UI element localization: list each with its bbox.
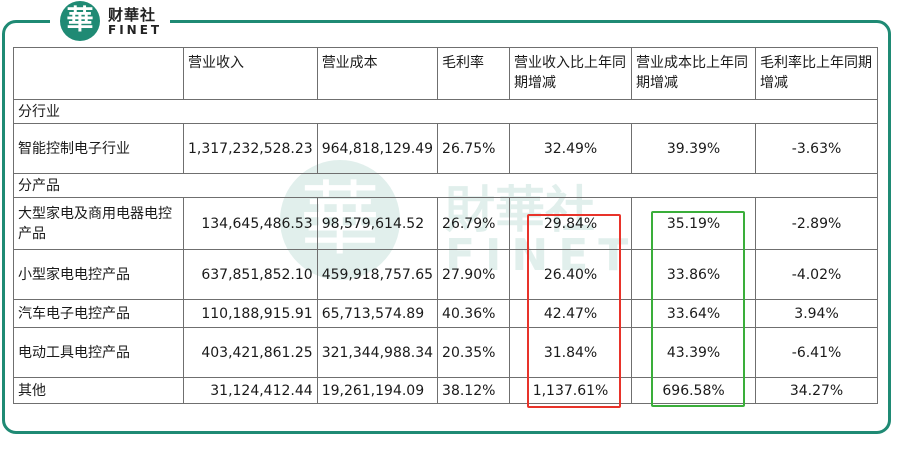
cell-margin: 27.90% <box>437 249 511 300</box>
section-row: 分行业 <box>12 99 879 124</box>
header-margin-change: 毛利率比上年同期增减 <box>755 47 879 100</box>
header-cost: 营业成本 <box>316 47 439 100</box>
cell-revenue: 31,124,412.44 <box>183 377 318 404</box>
cell-margin-change: -6.41% <box>755 327 879 378</box>
cell-margin: 20.35% <box>437 327 511 378</box>
table-row: 智能控制电子行业 1,317,232,528.23 964,818,129.49… <box>13 123 879 174</box>
cell-revenue-change: 31.84% <box>509 327 633 378</box>
cell-revenue: 637,851,852.10 <box>183 249 318 300</box>
header-revenue: 营业收入 <box>183 47 318 100</box>
cell-margin-change: 3.94% <box>755 299 879 328</box>
revenue-cost-table: 营业收入 营业成本 毛利率 营业收入比上年同期增减 营业成本比上年同期增减 毛利… <box>12 47 879 404</box>
cell-revenue: 110,188,915.91 <box>183 299 318 328</box>
cell-cost: 321,344,988.34 <box>316 327 439 378</box>
table-row: 电动工具电控产品 403,421,861.25 321,344,988.34 2… <box>13 327 879 378</box>
logo-text-en: FINET <box>108 23 163 37</box>
cell-cost: 964,818,129.49 <box>316 123 439 174</box>
revenue-change-highlight-box <box>527 214 621 408</box>
table-row: 其他 31,124,412.44 19,261,194.09 38.12% 1,… <box>13 377 879 404</box>
header-row: 营业收入 营业成本 毛利率 营业收入比上年同期增减 营业成本比上年同期增减 毛利… <box>13 47 879 100</box>
cell-margin-change: -3.63% <box>755 123 879 174</box>
cell-margin: 40.36% <box>437 299 511 328</box>
row-name: 电动工具电控产品 <box>13 327 184 378</box>
row-name: 其他 <box>13 377 184 404</box>
row-name: 汽车电子电控产品 <box>13 299 184 328</box>
cell-revenue: 134,645,486.53 <box>183 197 318 250</box>
cell-margin-change: -4.02% <box>755 249 879 300</box>
cost-change-highlight-box <box>651 211 745 407</box>
table-row: 汽车电子电控产品 110,188,915.91 65,713,574.89 40… <box>13 299 879 328</box>
header-cost-change: 营业成本比上年同期增减 <box>631 47 757 100</box>
section-label-industry: 分行业 <box>12 99 879 124</box>
header-blank <box>13 47 184 100</box>
table-row: 大型家电及商用电器电控产品 134,645,486.53 98,579,614.… <box>13 197 879 250</box>
cell-revenue: 403,421,861.25 <box>183 327 318 378</box>
header-margin: 毛利率 <box>437 47 511 100</box>
cell-margin-change: 34.27% <box>755 377 879 404</box>
cell-revenue-change: 1,137.61% <box>509 377 633 404</box>
row-name: 大型家电及商用电器电控产品 <box>13 197 184 250</box>
cell-cost: 19,261,194.09 <box>316 377 439 404</box>
cell-cost: 65,713,574.89 <box>316 299 439 328</box>
section-label-product: 分产品 <box>12 173 879 198</box>
cell-margin-change: -2.89% <box>755 197 879 250</box>
cell-cost-change: 39.39% <box>631 123 757 174</box>
cell-revenue: 1,317,232,528.23 <box>183 123 318 174</box>
cell-margin: 26.75% <box>437 123 511 174</box>
row-name: 智能控制电子行业 <box>13 123 184 174</box>
cell-cost: 98,579,614.52 <box>316 197 439 250</box>
card-frame <box>2 20 891 434</box>
cell-margin: 38.12% <box>437 377 511 404</box>
finet-logo: 華 财華社 FINET <box>50 0 170 44</box>
cell-margin: 26.79% <box>437 197 511 250</box>
section-row: 分产品 <box>12 173 879 198</box>
logo-text-cn: 财華社 <box>108 6 157 24</box>
cell-cost: 459,918,757.65 <box>316 249 439 300</box>
table-row: 小型家电电控产品 637,851,852.10 459,918,757.65 2… <box>13 249 879 300</box>
row-name: 小型家电电控产品 <box>13 249 184 300</box>
cell-revenue-change: 32.49% <box>509 123 633 174</box>
logo-mark-icon: 華 <box>60 1 100 41</box>
header-revenue-change: 营业收入比上年同期增减 <box>509 47 633 100</box>
